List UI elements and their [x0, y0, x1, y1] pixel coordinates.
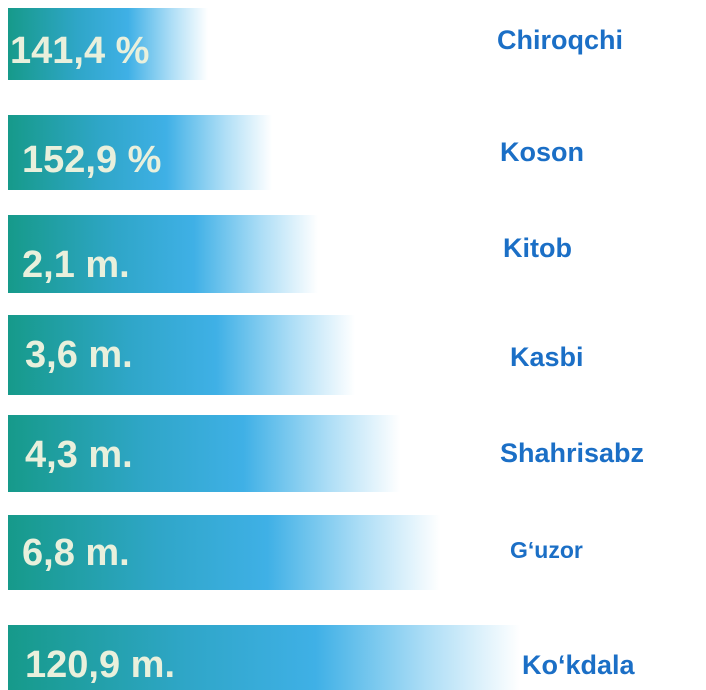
value-label: 2,1 m. — [22, 244, 130, 286]
bar — [8, 8, 208, 80]
value-label: 6,8 m. — [22, 532, 130, 574]
value-label: 141,4 % — [10, 30, 150, 72]
value-label: 120,9 m. — [25, 644, 175, 686]
bar — [8, 115, 272, 190]
district-name: Ko‘kdala — [522, 650, 635, 680]
district-name: Kasbi — [510, 342, 584, 372]
bar — [8, 625, 520, 690]
district-name: Shahrisabz — [500, 438, 645, 468]
bar — [8, 415, 400, 492]
value-label: 152,9 % — [22, 139, 162, 181]
district-name: Kitob — [503, 233, 572, 263]
bar — [8, 215, 318, 293]
bar — [8, 315, 355, 395]
bar — [8, 515, 440, 590]
value-label: 4,3 m. — [25, 434, 133, 476]
value-label: 3,6 m. — [25, 334, 133, 376]
district-name: Chiroqchi — [497, 25, 623, 55]
district-name: Gʻuzor — [510, 537, 583, 563]
district-name: Koson — [500, 137, 584, 167]
